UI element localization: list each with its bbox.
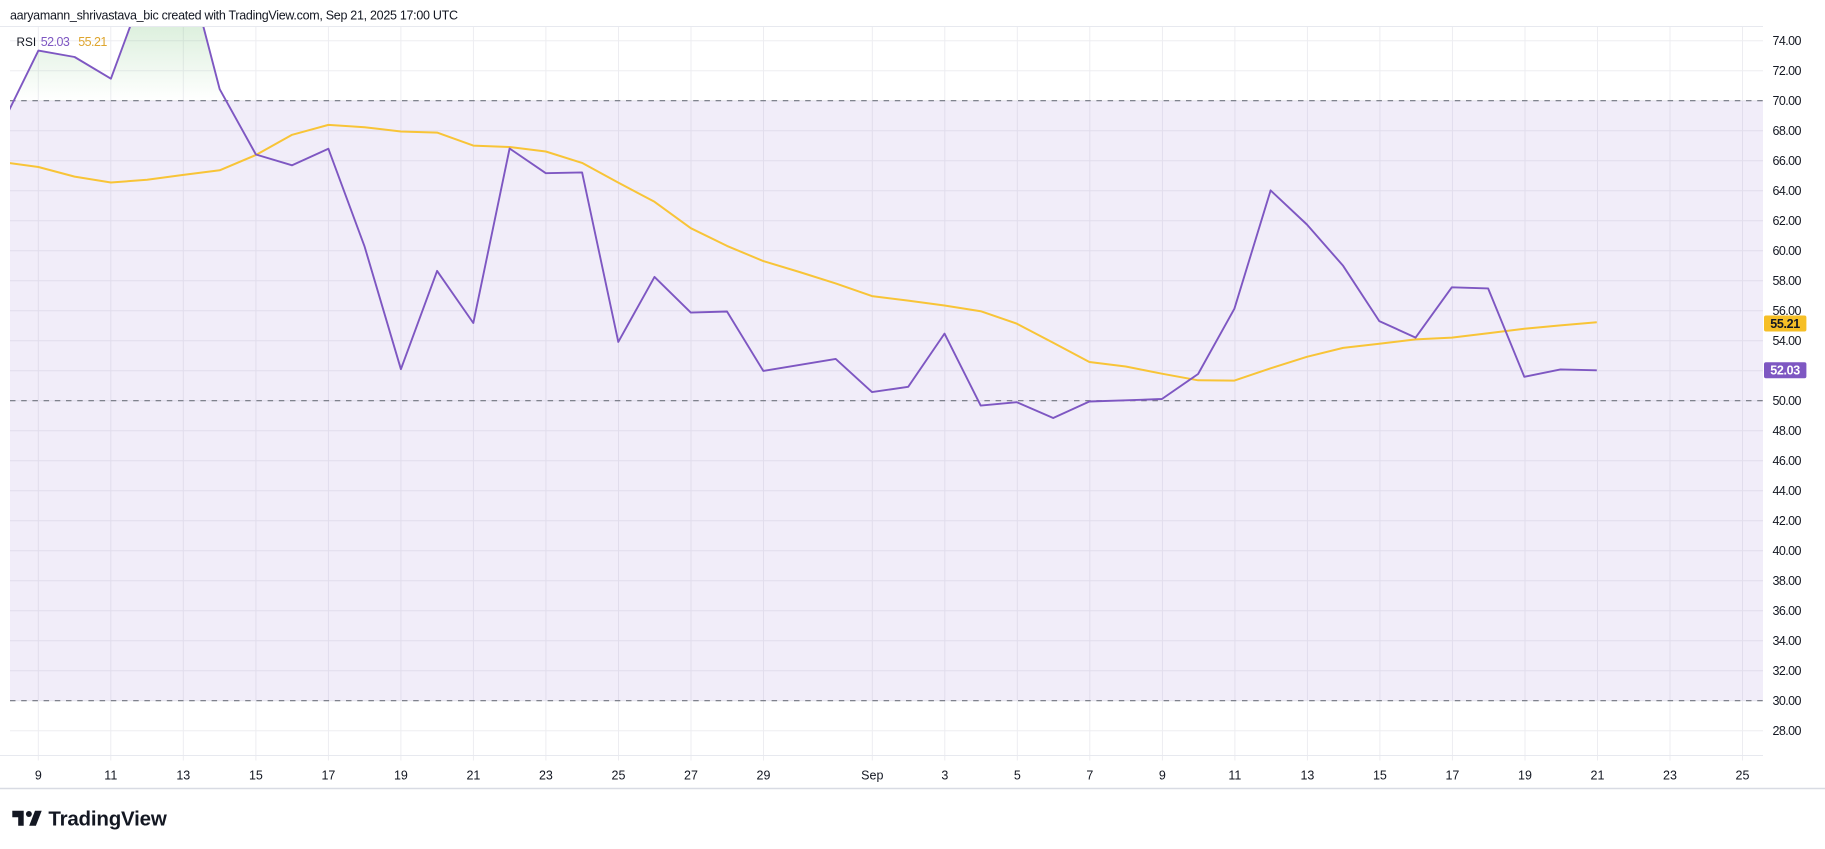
svg-text:5: 5 (1014, 768, 1021, 782)
svg-text:aaryamann_shrivastava_bic crea: aaryamann_shrivastava_bic created with T… (10, 8, 458, 22)
svg-text:55.21: 55.21 (1770, 317, 1800, 331)
svg-text:27: 27 (684, 768, 698, 782)
svg-text:17: 17 (321, 768, 335, 782)
svg-text:23: 23 (539, 768, 553, 782)
svg-text:64.00: 64.00 (1773, 184, 1802, 198)
svg-text:11: 11 (1228, 768, 1241, 782)
svg-text:48.00: 48.00 (1773, 424, 1802, 438)
svg-text:60.00: 60.00 (1773, 244, 1802, 258)
svg-text:13: 13 (176, 768, 190, 782)
svg-text:74.00: 74.00 (1773, 34, 1802, 48)
svg-text:55.21: 55.21 (78, 35, 107, 49)
svg-text:17: 17 (1445, 768, 1459, 782)
svg-text:15: 15 (249, 768, 263, 782)
svg-text:9: 9 (35, 768, 42, 782)
svg-text:68.00: 68.00 (1773, 124, 1802, 138)
svg-text:58.00: 58.00 (1773, 274, 1802, 288)
svg-text:50.00: 50.00 (1773, 394, 1802, 408)
svg-text:28.00: 28.00 (1773, 724, 1802, 738)
svg-text:13: 13 (1300, 768, 1314, 782)
svg-text:21: 21 (466, 768, 480, 782)
svg-text:62.00: 62.00 (1773, 214, 1802, 228)
svg-text:Sep: Sep (861, 768, 883, 782)
svg-text:3: 3 (941, 768, 948, 782)
svg-text:7: 7 (1086, 768, 1093, 782)
svg-text:32.00: 32.00 (1773, 664, 1802, 678)
svg-text:52.03: 52.03 (41, 35, 70, 49)
svg-text:30.00: 30.00 (1773, 694, 1802, 708)
svg-text:66.00: 66.00 (1773, 154, 1802, 168)
svg-text:56.00: 56.00 (1773, 304, 1802, 318)
svg-text:TradingView: TradingView (48, 808, 166, 831)
svg-text:11: 11 (104, 768, 117, 782)
svg-text:25: 25 (1736, 768, 1750, 782)
svg-text:54.00: 54.00 (1773, 334, 1802, 348)
svg-text:34.00: 34.00 (1773, 634, 1802, 648)
svg-text:52.03: 52.03 (1770, 364, 1800, 378)
svg-text:21: 21 (1591, 768, 1605, 782)
svg-text:RSI: RSI (17, 35, 37, 49)
svg-text:29: 29 (757, 768, 771, 782)
svg-text:38.00: 38.00 (1773, 574, 1802, 588)
svg-text:25: 25 (612, 768, 626, 782)
svg-text:19: 19 (394, 768, 408, 782)
svg-text:46.00: 46.00 (1773, 454, 1802, 468)
svg-text:19: 19 (1518, 768, 1532, 782)
svg-text:36.00: 36.00 (1773, 604, 1802, 618)
svg-text:72.00: 72.00 (1773, 64, 1802, 78)
svg-text:70.00: 70.00 (1773, 94, 1802, 108)
svg-text:23: 23 (1663, 768, 1677, 782)
svg-text:40.00: 40.00 (1773, 544, 1802, 558)
svg-text:15: 15 (1373, 768, 1387, 782)
svg-text:42.00: 42.00 (1773, 514, 1802, 528)
svg-text:9: 9 (1159, 768, 1166, 782)
svg-text:44.00: 44.00 (1773, 484, 1802, 498)
